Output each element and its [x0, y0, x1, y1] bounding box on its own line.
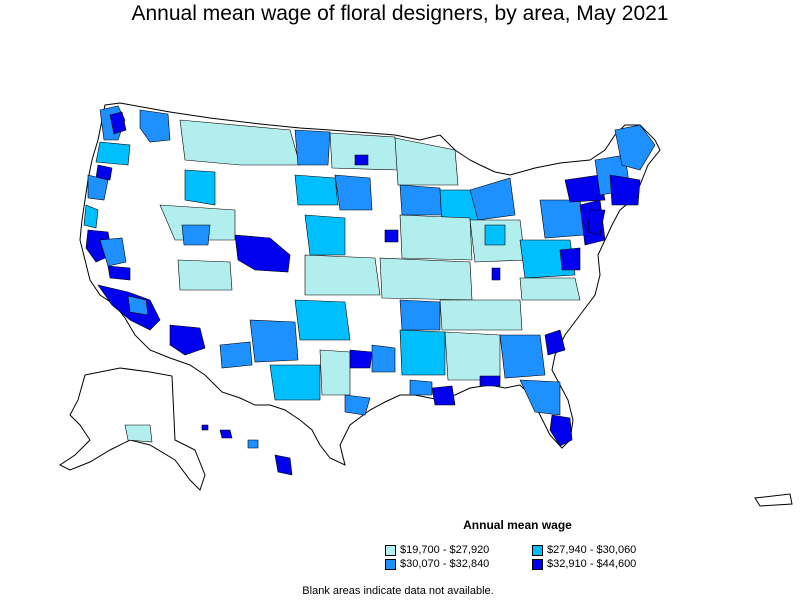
hawaii-island: [247, 439, 259, 449]
county-region: [349, 349, 373, 369]
county-region: [87, 174, 109, 201]
county-region: [484, 224, 506, 246]
county-region: [587, 209, 606, 236]
county-region: [409, 379, 433, 396]
county-region: [181, 224, 211, 246]
county-region: [519, 277, 581, 301]
legend-item: $32,910 - $44,600: [532, 558, 672, 570]
legend: Annual mean wage $19,700 - $27,920 $27,9…: [385, 518, 670, 570]
legend-item: $27,940 - $30,060: [532, 544, 672, 556]
legend-label: $32,910 - $44,600: [547, 558, 637, 570]
county-region: [519, 379, 561, 416]
county-region: [344, 394, 371, 416]
county-region: [469, 177, 516, 221]
county-region: [83, 204, 99, 229]
county-region: [539, 199, 586, 239]
county-region: [109, 111, 127, 135]
county-region: [159, 204, 236, 241]
county-region: [491, 267, 501, 281]
hawaii-island: [274, 454, 293, 476]
county-region: [177, 259, 233, 291]
county-region: [234, 234, 291, 273]
county-region: [564, 174, 606, 203]
county-region: [179, 119, 301, 166]
county-region: [549, 414, 573, 447]
county-region: [334, 174, 373, 211]
county-region: [124, 424, 153, 443]
county-region: [379, 257, 473, 301]
hawaii-island: [201, 424, 209, 431]
county-region: [399, 329, 446, 376]
county-region: [371, 344, 396, 373]
puerto-rico: [754, 493, 793, 507]
footnote: Blank areas indicate data not available.: [302, 585, 494, 597]
county-region: [614, 124, 656, 171]
legend-swatch: [532, 544, 543, 556]
county-region: [399, 214, 473, 261]
county-region: [431, 385, 456, 406]
county-region: [127, 295, 149, 316]
legend-title: Annual mean wage: [463, 518, 572, 532]
legend-label: $19,700 - $27,920: [400, 544, 490, 556]
county-region: [319, 349, 351, 396]
county-region: [354, 154, 369, 166]
county-region: [544, 329, 566, 356]
county-region: [399, 299, 441, 331]
county-region: [249, 319, 299, 363]
county-region: [304, 214, 346, 256]
county-region: [294, 299, 351, 341]
county-region: [107, 265, 131, 281]
legend-swatch: [385, 558, 396, 570]
legend-item: $19,700 - $27,920: [385, 544, 532, 556]
county-region: [269, 364, 321, 401]
legend-swatch: [385, 544, 396, 556]
county-region: [499, 334, 546, 379]
hawaii-island: [219, 429, 233, 439]
legend-item: $30,070 - $32,840: [385, 558, 532, 570]
county-region: [519, 239, 576, 279]
county-region: [97, 284, 161, 331]
county-region: [139, 109, 171, 143]
map-title: Annual mean wage of floral designers, by…: [131, 2, 669, 25]
county-region: [169, 324, 206, 356]
county-region: [294, 129, 331, 166]
county-region: [219, 341, 253, 369]
county-region: [95, 141, 131, 166]
county-region: [444, 331, 501, 381]
county-region: [95, 164, 113, 181]
legend-swatch: [532, 558, 543, 570]
county-region: [304, 254, 381, 296]
county-region: [399, 184, 443, 216]
county-region: [609, 174, 641, 206]
county-region: [99, 237, 127, 267]
county-region: [439, 299, 523, 331]
county-region: [479, 375, 501, 387]
county-region: [184, 169, 216, 206]
county-region: [559, 247, 581, 271]
legend-label: $27,940 - $30,060: [547, 544, 637, 556]
legend-label: $30,070 - $32,840: [400, 558, 490, 570]
county-region: [394, 137, 459, 186]
county-region: [294, 174, 339, 206]
county-region: [384, 229, 399, 243]
